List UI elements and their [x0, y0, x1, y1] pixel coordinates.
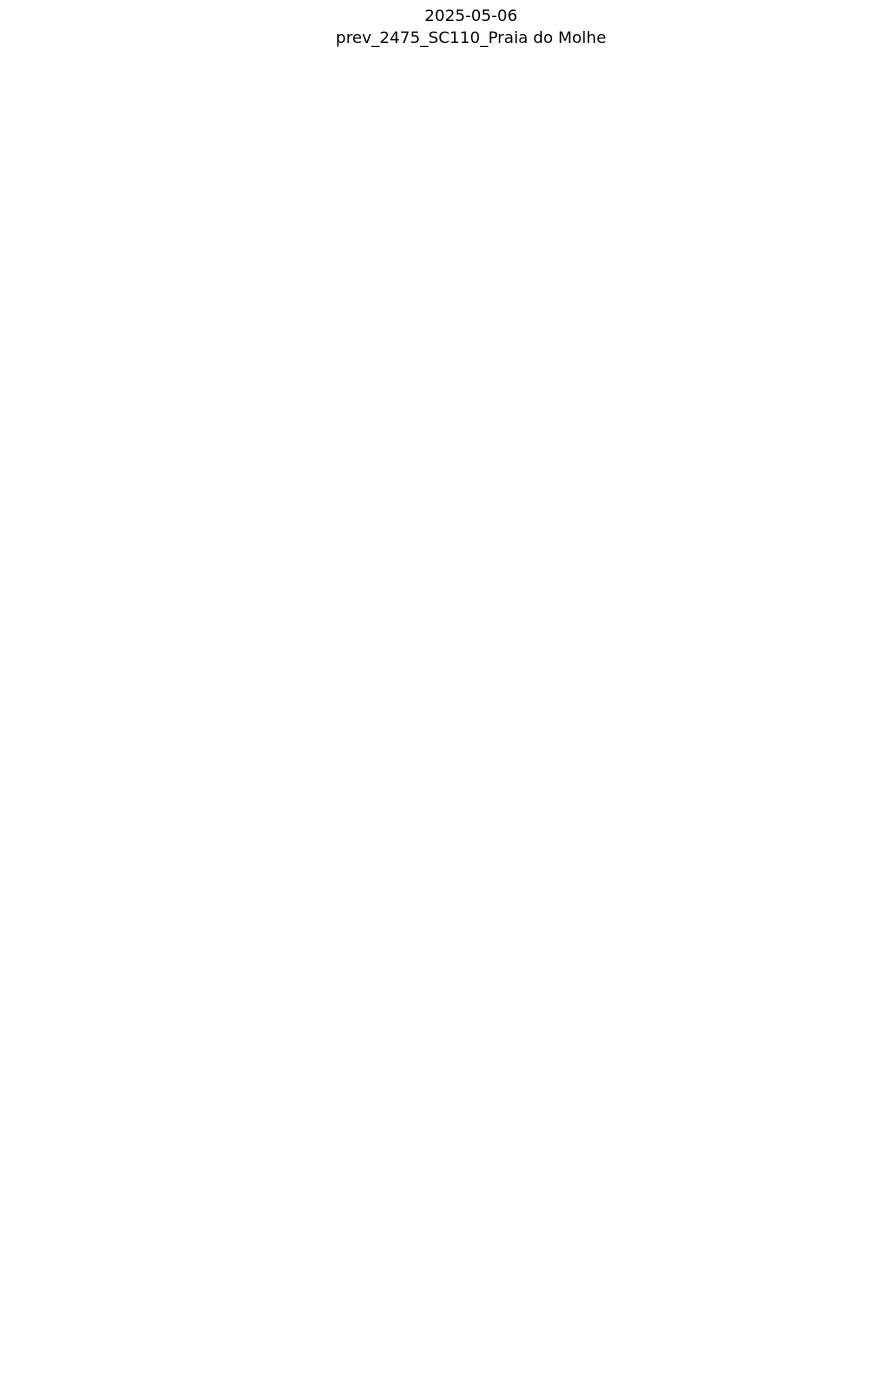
figure-title-station: prev_2475_SC110_Praia do Molhe [335, 28, 607, 47]
figure-title-date: 2025-05-06 [424, 6, 518, 25]
